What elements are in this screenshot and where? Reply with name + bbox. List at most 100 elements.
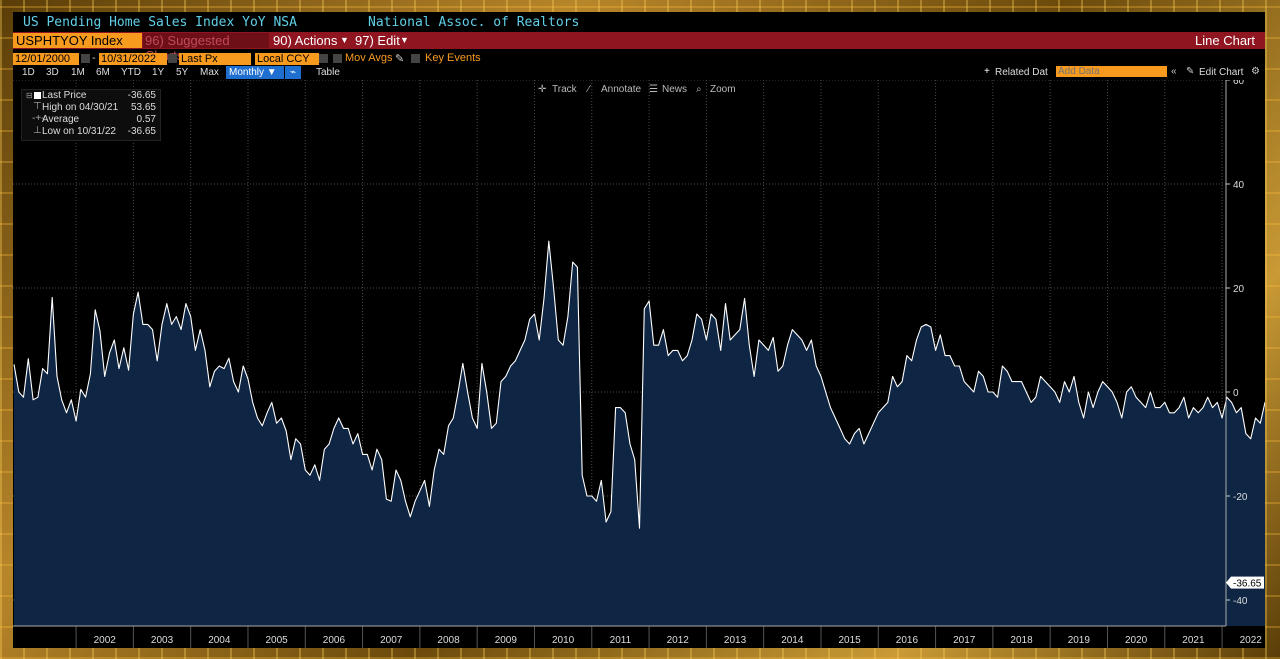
annotate-button[interactable]: Annotate <box>601 84 642 95</box>
x-tick-label: 2002 <box>94 635 117 646</box>
edit-chevron-icon: ▼ <box>400 35 409 45</box>
x-tick-label: 2021 <box>1182 635 1205 646</box>
y-tick-label: 20 <box>1233 284 1245 295</box>
period-1d[interactable]: 1D <box>22 67 35 78</box>
chart-toolbar: ✛ Track ⁄ Annotate ☰ News ⌕ Zoom <box>13 83 1265 97</box>
period-ytd[interactable]: YTD <box>121 67 141 78</box>
legend-average-value: 0.57 <box>136 114 156 125</box>
start-calendar-icon[interactable] <box>81 54 90 63</box>
key-events-label[interactable]: Key Events <box>425 52 481 64</box>
edit-chart-button[interactable]: Edit Chart <box>1199 67 1244 78</box>
line-chart-style-icon[interactable]: ⌁ <box>285 66 301 79</box>
end-calendar-icon[interactable] <box>168 54 177 63</box>
legend-low-label: Low on 10/31/22 <box>42 126 116 137</box>
last-value-pointer <box>1226 576 1231 589</box>
y-tick-label: 40 <box>1233 180 1245 191</box>
x-tick-label: 2016 <box>896 635 919 646</box>
last-price-swatch <box>34 92 41 99</box>
collapse-icon[interactable]: « <box>1171 66 1177 77</box>
legend-collapse-icon[interactable]: ⊟ <box>26 91 33 100</box>
y-tick-label: 0 <box>1233 388 1239 399</box>
actions-menu[interactable]: 90) Actions <box>273 33 338 48</box>
period-1y[interactable]: 1Y <box>152 67 165 78</box>
x-tick-label: 2014 <box>781 635 804 646</box>
actions-chevron-icon: ▼ <box>340 35 349 45</box>
legend-high-value: 53.65 <box>130 102 156 113</box>
x-tick-label: 2013 <box>724 635 747 646</box>
related-data-button[interactable]: Related Dat <box>995 67 1048 78</box>
mov-avgs-checkbox[interactable] <box>333 54 342 63</box>
x-tick-label: 2012 <box>667 635 690 646</box>
last-value-label: -36.65 <box>1226 576 1264 590</box>
legend-high-label: High on 04/30/21 <box>42 102 119 113</box>
gear-icon[interactable]: ⚙ <box>1251 66 1260 77</box>
end-date-field[interactable]: 10/31/2022 <box>99 53 167 65</box>
plus-icon: + <box>984 66 990 77</box>
low-marker-icon: ⊥ <box>33 125 42 136</box>
key-events-checkbox[interactable] <box>411 54 420 63</box>
x-tick-label: 2009 <box>495 635 518 646</box>
y-tick-label: 60 <box>1233 80 1245 87</box>
area-layer <box>13 240 1265 626</box>
mov-avgs-label[interactable]: Mov Avgs <box>345 52 393 64</box>
last-value-text: -36.65 <box>1233 579 1262 590</box>
high-marker-icon: ⊤ <box>33 101 42 112</box>
x-tick-label: 2019 <box>1068 635 1091 646</box>
zoom-button[interactable]: Zoom <box>710 84 736 95</box>
frequency-label: Monthly <box>229 67 265 78</box>
news-button[interactable]: News <box>662 84 688 95</box>
legend-box: ⊟ Last Price -36.65 ⊤ High on 04/30/21 5… <box>21 89 161 141</box>
x-tick-label: 2015 <box>839 635 862 646</box>
add-data-input[interactable] <box>1056 66 1167 77</box>
currency-dropdown-icon[interactable] <box>319 54 328 63</box>
menu-bar: USPHTYOY Index 96) Suggested Charts 90) … <box>13 32 1265 63</box>
zoom-icon: ⌕ <box>696 84 702 95</box>
average-marker-icon: -+- <box>32 113 45 124</box>
source-label: National Assoc. of Realtors <box>368 15 580 30</box>
x-tick-label: 2010 <box>552 635 575 646</box>
chart-type-label: Line Chart <box>1195 33 1255 48</box>
table-button[interactable]: Table <box>316 67 340 78</box>
pencil-icon[interactable]: ✎ <box>395 53 405 65</box>
security-title: US Pending Home Sales Index YoY NSA <box>23 15 297 30</box>
x-tick-label: 2020 <box>1125 635 1148 646</box>
x-tick-label: 2004 <box>208 635 231 646</box>
period-row: 1D 3D 1M 6M YTD 1Y 5Y Max Monthly ▼ ⌁ Ta… <box>13 66 1265 80</box>
currency-selector[interactable]: Local CCY <box>255 53 319 65</box>
period-5y[interactable]: 5Y <box>176 67 189 78</box>
field-selector[interactable]: Last Px <box>179 53 251 65</box>
x-tick-label: 2022 <box>1240 635 1263 646</box>
annotate-icon: ⁄ <box>588 84 590 95</box>
x-tick-label: 2008 <box>437 635 460 646</box>
series-line <box>13 240 1265 529</box>
y-axis: 60 40 20 0 -20 -40 <box>1225 80 1248 626</box>
x-tick-label: 2018 <box>1010 635 1033 646</box>
ticker-field[interactable]: USPHTYOY Index <box>13 33 142 48</box>
period-1m[interactable]: 1M <box>71 67 85 78</box>
last-value-box <box>1231 576 1264 589</box>
legend-last-price-value: -36.65 <box>127 90 156 101</box>
y-tick-label: -20 <box>1233 492 1248 503</box>
x-axis: 2002 2003 2004 2005 2006 2007 2008 2009 2010 2011… <box>13 625 1263 648</box>
x-tick-label: 2005 <box>266 635 289 646</box>
track-button[interactable]: Track <box>552 84 577 95</box>
bloomberg-terminal-window: US Pending Home Sales Index YoY NSA Nati… <box>13 12 1265 648</box>
title-row: US Pending Home Sales Index YoY NSA Nati… <box>13 12 1265 32</box>
period-max[interactable]: Max <box>200 67 219 78</box>
area-fill <box>14 241 1265 626</box>
track-icon: ✛ <box>538 84 547 95</box>
period-6m[interactable]: 6M <box>96 67 110 78</box>
x-tick-label: 2006 <box>323 635 346 646</box>
date-dash: - <box>92 52 96 64</box>
x-tick-label: 2011 <box>610 635 632 646</box>
suggested-charts-button[interactable]: 96) Suggested Charts <box>143 33 269 63</box>
period-3d[interactable]: 3D <box>46 67 59 78</box>
news-icon: ☰ <box>649 84 658 95</box>
edit-menu[interactable]: 97) Edit <box>355 33 400 48</box>
edit-chart-pencil-icon: ✎ <box>1186 66 1195 77</box>
legend-average-label: Average <box>42 114 80 125</box>
start-date-field[interactable]: 12/01/2000 <box>13 53 79 65</box>
frequency-selector[interactable]: Monthly ▼ <box>226 66 284 79</box>
y-tick-label: -40 <box>1233 596 1248 607</box>
